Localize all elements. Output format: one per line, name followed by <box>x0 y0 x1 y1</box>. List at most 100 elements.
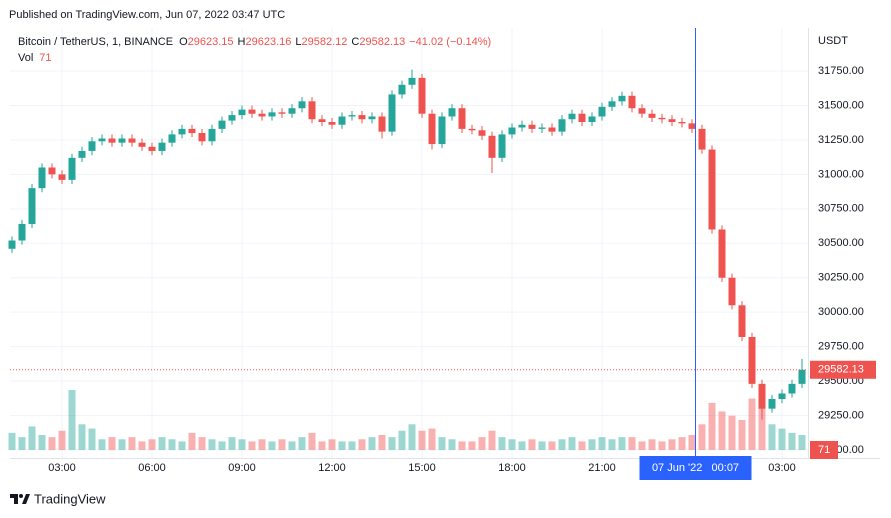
candle-body <box>528 124 536 129</box>
volume-bar <box>688 435 696 450</box>
candle-body <box>798 369 806 384</box>
volume-bar <box>758 407 766 450</box>
volume-bar <box>508 439 516 450</box>
volume-bar <box>308 432 316 450</box>
volume-bar <box>148 439 156 450</box>
volume-bar <box>258 439 266 450</box>
candle-body <box>188 128 196 134</box>
volume-bar <box>278 439 286 450</box>
volume-bar <box>348 441 356 450</box>
x-tick-label: 15:00 <box>408 462 436 474</box>
volume-header: Vol 71 <box>18 52 52 64</box>
candle-body <box>468 128 476 131</box>
candle-body <box>198 133 206 142</box>
volume-bar <box>108 437 116 450</box>
candle-body <box>158 142 166 151</box>
candle-body <box>778 393 786 400</box>
volume-bar <box>118 439 126 450</box>
volume-bar <box>318 441 326 450</box>
candle-body <box>318 119 326 122</box>
ohlc-value: 29623.16 <box>246 36 292 48</box>
volume-bar <box>158 437 166 450</box>
volume-bar <box>18 437 26 450</box>
volume-bar <box>48 437 56 450</box>
candle-body <box>768 399 776 409</box>
candle-body <box>688 123 696 129</box>
candle-body <box>638 108 646 114</box>
candle-body <box>358 115 366 120</box>
volume-bar <box>298 437 306 450</box>
candle-body <box>618 95 626 102</box>
brand: TradingView <box>34 491 106 506</box>
volume-bar <box>8 432 16 450</box>
currency-label: USDT <box>818 35 848 47</box>
volume-bar <box>448 439 456 450</box>
ohlc-key: O <box>179 36 188 48</box>
candle-body <box>218 120 226 129</box>
volume-bar <box>358 439 366 450</box>
candle-body <box>408 77 416 85</box>
candle-body <box>118 138 126 143</box>
y-tick-label: 30750.00 <box>818 203 864 215</box>
volume-bar <box>498 437 506 450</box>
candle-body <box>598 106 606 117</box>
candle-body <box>178 128 186 135</box>
logo <box>10 494 30 504</box>
volume-bar <box>708 402 716 450</box>
logo-mark <box>22 494 30 504</box>
volume-bar <box>418 430 426 450</box>
volume-bar <box>798 435 806 450</box>
volume-bar <box>208 439 216 450</box>
volume-bar <box>328 439 336 450</box>
candle-body <box>238 109 246 116</box>
volume-bar <box>268 441 276 450</box>
candle-body <box>78 150 86 158</box>
candle-body <box>788 383 796 394</box>
volume-bar <box>728 415 736 450</box>
candle-body <box>568 113 576 120</box>
candle-body <box>678 121 686 124</box>
volume-bar <box>748 398 756 450</box>
y-tick-label: 31250.00 <box>818 134 864 146</box>
volume-bar <box>28 426 36 450</box>
candle-body <box>258 113 266 117</box>
candle-body <box>38 167 46 189</box>
candle-body <box>58 174 66 180</box>
volume-bar <box>368 437 376 450</box>
volume-bar <box>218 441 226 450</box>
volume-bar <box>478 437 486 450</box>
volume-bar <box>548 441 556 450</box>
volume-bar <box>238 439 246 450</box>
candle-body <box>148 146 156 151</box>
volume-bar <box>68 390 76 450</box>
y-tick-label: 31500.00 <box>818 99 864 111</box>
volume-bar <box>138 441 146 450</box>
candle-body <box>208 128 216 142</box>
logo-dot <box>19 494 23 498</box>
candle-body <box>658 117 666 120</box>
volume-bar <box>128 437 136 450</box>
last-price-box <box>810 360 876 379</box>
volume-bar <box>588 439 596 450</box>
volume-bar <box>568 437 576 450</box>
volume-bar <box>678 437 686 450</box>
x-tick-label: 18:00 <box>498 462 526 474</box>
candle-body <box>388 94 396 132</box>
ohlc-value: 29582.13 <box>359 36 405 48</box>
candle-body <box>278 112 286 114</box>
volume-bar <box>388 437 396 450</box>
volume-bar <box>778 428 786 450</box>
volume-bar <box>398 430 406 450</box>
candle-body <box>438 116 446 145</box>
volume-bar <box>698 424 706 450</box>
candle-body <box>88 141 96 151</box>
volume-bar <box>608 439 616 450</box>
y-tick-label: 30500.00 <box>818 237 864 249</box>
volume-bar <box>378 435 386 450</box>
y-tick-label: 31000.00 <box>818 168 864 180</box>
candle-body <box>578 113 586 122</box>
volume-bar <box>518 441 526 450</box>
